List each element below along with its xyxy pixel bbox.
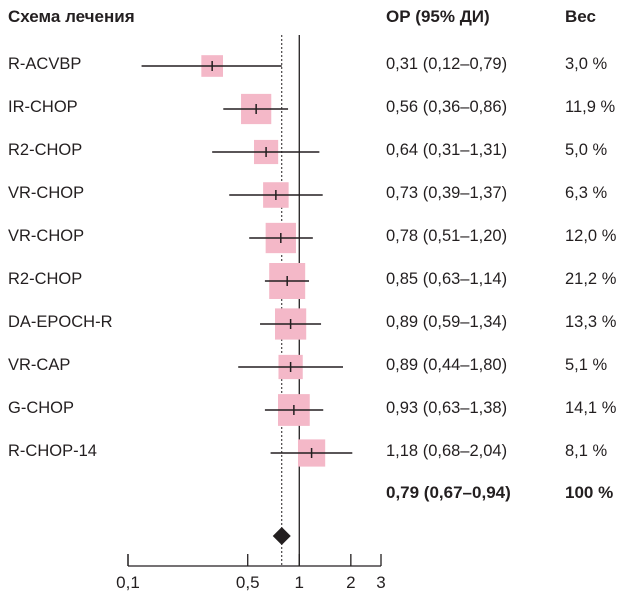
regimen-label: VR-CHOP — [8, 184, 85, 202]
weight-value: 3,0 % — [565, 55, 608, 73]
x-tick-label: 0,5 — [236, 573, 260, 592]
overall-hr-value: 0,79 (0,67–0,94) — [386, 483, 511, 502]
hr-ci-value: 0,89 (0,59–1,34) — [386, 313, 508, 331]
regimen-label: R-ACVBP — [8, 55, 82, 73]
weight-value: 14,1 % — [565, 399, 617, 417]
hr-column-header: ОР (95% ДИ) — [386, 7, 490, 26]
hr-ci-value: 0,64 (0,31–1,31) — [386, 141, 508, 159]
weight-value: 11,9 % — [565, 98, 616, 116]
hr-ci-value: 0,89 (0,44–1,80) — [386, 356, 508, 374]
hr-ci-value: 0,93 (0,63–1,38) — [386, 399, 508, 417]
regimen-column-header: Схема лечения — [8, 7, 135, 26]
weight-value: 6,3 % — [565, 184, 608, 202]
x-tick-label: 0,1 — [116, 573, 140, 592]
weight-value: 13,3 % — [565, 313, 617, 331]
regimen-label: VR-CHOP — [8, 227, 85, 245]
weight-value: 5,0 % — [565, 141, 608, 159]
regimen-label: R2-CHOP — [8, 141, 83, 159]
regimen-label: R-CHOP-14 — [8, 442, 97, 460]
hr-ci-value: 0,73 (0,39–1,37) — [386, 184, 508, 202]
regimen-label: R2-CHOP — [8, 270, 83, 288]
regimen-label: IR-CHOP — [8, 98, 78, 116]
hr-ci-value: 0,56 (0,36–0,86) — [386, 98, 508, 116]
weight-value: 8,1 % — [565, 442, 608, 460]
hr-ci-value: 1,18 (0,68–2,04) — [386, 442, 508, 460]
hr-ci-value: 0,85 (0,63–1,14) — [386, 270, 508, 288]
regimen-label: VR-CAP — [8, 356, 71, 374]
x-tick-label: 1 — [295, 573, 304, 592]
regimen-label: G-CHOP — [8, 399, 74, 417]
pooled-estimate-diamond — [272, 527, 291, 545]
hr-ci-value: 0,78 (0,51–1,20) — [386, 227, 508, 245]
overall-weight-value: 100 % — [565, 483, 614, 502]
weight-value: 5,1 % — [565, 356, 608, 374]
x-tick-label: 2 — [346, 573, 355, 592]
weight-column-header: Вес — [565, 7, 596, 26]
regimen-label: DA-EPOCH-R — [8, 313, 113, 331]
weight-value: 21,2 % — [565, 270, 617, 288]
x-tick-label: 3 — [376, 573, 385, 592]
hr-ci-value: 0,31 (0,12–0,79) — [386, 55, 508, 73]
weight-value: 12,0 % — [565, 227, 617, 245]
